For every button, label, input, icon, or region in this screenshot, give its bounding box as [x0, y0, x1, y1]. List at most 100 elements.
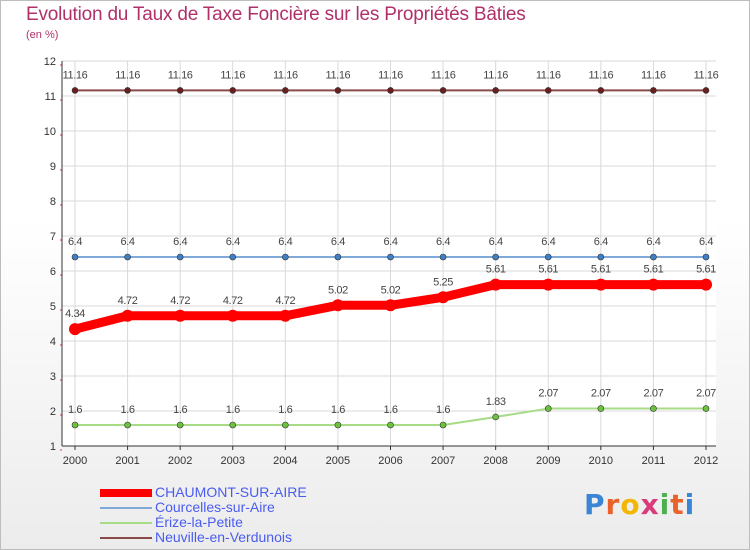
data-label: 1.6	[278, 404, 292, 416]
series-point-1	[229, 253, 237, 261]
data-label: 2.07	[644, 388, 664, 400]
logo-letter: o	[620, 488, 641, 521]
series-point-0	[489, 278, 502, 291]
series-point-2	[492, 413, 499, 421]
x-tick-label: 2006	[378, 455, 402, 467]
series-point-0	[542, 278, 555, 291]
data-label: 6.4	[68, 236, 82, 248]
y-tick-label: 11	[45, 91, 56, 103]
series-point-2	[387, 421, 394, 429]
series-point-2	[702, 405, 710, 412]
legend-swatch	[100, 489, 152, 497]
y-tick-label: 8	[50, 196, 56, 208]
y-tick-label: 12	[44, 56, 56, 68]
data-label: 11.16	[694, 69, 719, 81]
data-label: 5.02	[328, 284, 348, 296]
x-tick-label: 2012	[694, 455, 718, 467]
series-point-0	[226, 309, 239, 322]
y-tick-label: 5	[50, 301, 56, 313]
data-label: 6.4	[226, 236, 240, 248]
series-point-3	[282, 87, 289, 94]
series-point-3	[176, 87, 184, 94]
series-point-2	[124, 421, 131, 429]
legend-swatch	[100, 537, 152, 539]
legend-label: Érize-la-Petite	[155, 514, 243, 530]
data-label: 1.6	[331, 404, 345, 416]
series-point-2	[176, 421, 184, 429]
data-label: 5.02	[381, 284, 401, 296]
data-label: 5.25	[433, 276, 453, 288]
data-label: 6.4	[383, 236, 397, 248]
series-point-1	[334, 253, 342, 261]
series-point-3	[544, 87, 552, 94]
logo-letter: i	[659, 488, 671, 521]
data-label: 2.07	[591, 388, 611, 400]
data-label: 6.4	[489, 236, 503, 248]
series-point-0	[700, 278, 712, 291]
data-label: 5.61	[696, 264, 716, 276]
x-tick-label: 2011	[642, 455, 666, 467]
data-label: 2.07	[538, 388, 558, 400]
series-point-2	[597, 405, 605, 412]
y-tick-label: 10	[44, 126, 56, 138]
x-tick-label: 2005	[326, 455, 350, 467]
series-point-1	[439, 253, 447, 261]
series-point-1	[124, 253, 131, 261]
legend-label: Neuville-en-Verdunois	[155, 529, 292, 545]
series-point-1	[71, 253, 79, 261]
series-point-2	[439, 421, 447, 429]
data-label: 5.61	[486, 264, 506, 276]
chart-subtitle: (en %)	[26, 29, 59, 41]
data-label: 6.4	[594, 236, 608, 248]
data-label: 1.6	[383, 404, 397, 416]
series-point-2	[282, 421, 289, 429]
data-label: 11.16	[483, 69, 508, 81]
logo-letter: x	[640, 488, 660, 521]
data-label: 11.16	[220, 69, 245, 81]
data-label: 11.16	[378, 69, 403, 81]
series-point-0	[331, 299, 344, 312]
data-label: 1.6	[226, 404, 240, 416]
series-point-0	[437, 291, 450, 304]
data-label: 1.6	[121, 404, 135, 416]
plot-area	[62, 61, 716, 446]
series-point-2	[229, 421, 237, 429]
data-label: 6.4	[699, 236, 713, 248]
x-tick-label: 2004	[273, 455, 297, 467]
data-label: 4.34	[65, 308, 85, 320]
proxiti-logo: Proxiti	[584, 488, 695, 521]
data-label: 11.16	[536, 69, 561, 81]
data-label: 6.4	[121, 236, 135, 248]
data-label: 11.16	[641, 69, 666, 81]
y-tick-label: 6	[50, 266, 56, 278]
data-label: 1.6	[436, 404, 450, 416]
data-label: 4.72	[275, 295, 295, 307]
series-point-2	[334, 421, 342, 429]
y-tick-label: 1	[50, 441, 56, 453]
y-tick-label: 2	[50, 406, 56, 418]
data-label: 1.83	[486, 396, 506, 408]
series-point-2	[650, 405, 657, 412]
x-tick-label: 2002	[168, 455, 192, 467]
data-label: 2.07	[696, 388, 716, 400]
data-label: 11.16	[273, 69, 298, 81]
series-point-3	[439, 87, 447, 94]
series-point-3	[387, 87, 394, 94]
data-label: 4.72	[170, 295, 190, 307]
series-point-3	[124, 87, 131, 94]
data-label: 11.16	[326, 69, 351, 81]
data-label: 11.16	[115, 69, 140, 81]
legend-swatch	[100, 522, 152, 524]
data-label: 6.4	[331, 236, 345, 248]
series-point-1	[597, 253, 605, 261]
data-label: 6.4	[436, 236, 450, 248]
x-tick-label: 2000	[63, 455, 87, 467]
legend-label: CHAUMONT-SUR-AIRE	[155, 484, 307, 500]
data-label: 11.16	[63, 69, 88, 81]
data-label: 5.61	[591, 264, 611, 276]
data-label: 4.72	[223, 295, 243, 307]
legend-swatch	[100, 507, 152, 509]
data-label: 11.16	[431, 69, 456, 81]
y-tick-label: 4	[50, 336, 56, 348]
